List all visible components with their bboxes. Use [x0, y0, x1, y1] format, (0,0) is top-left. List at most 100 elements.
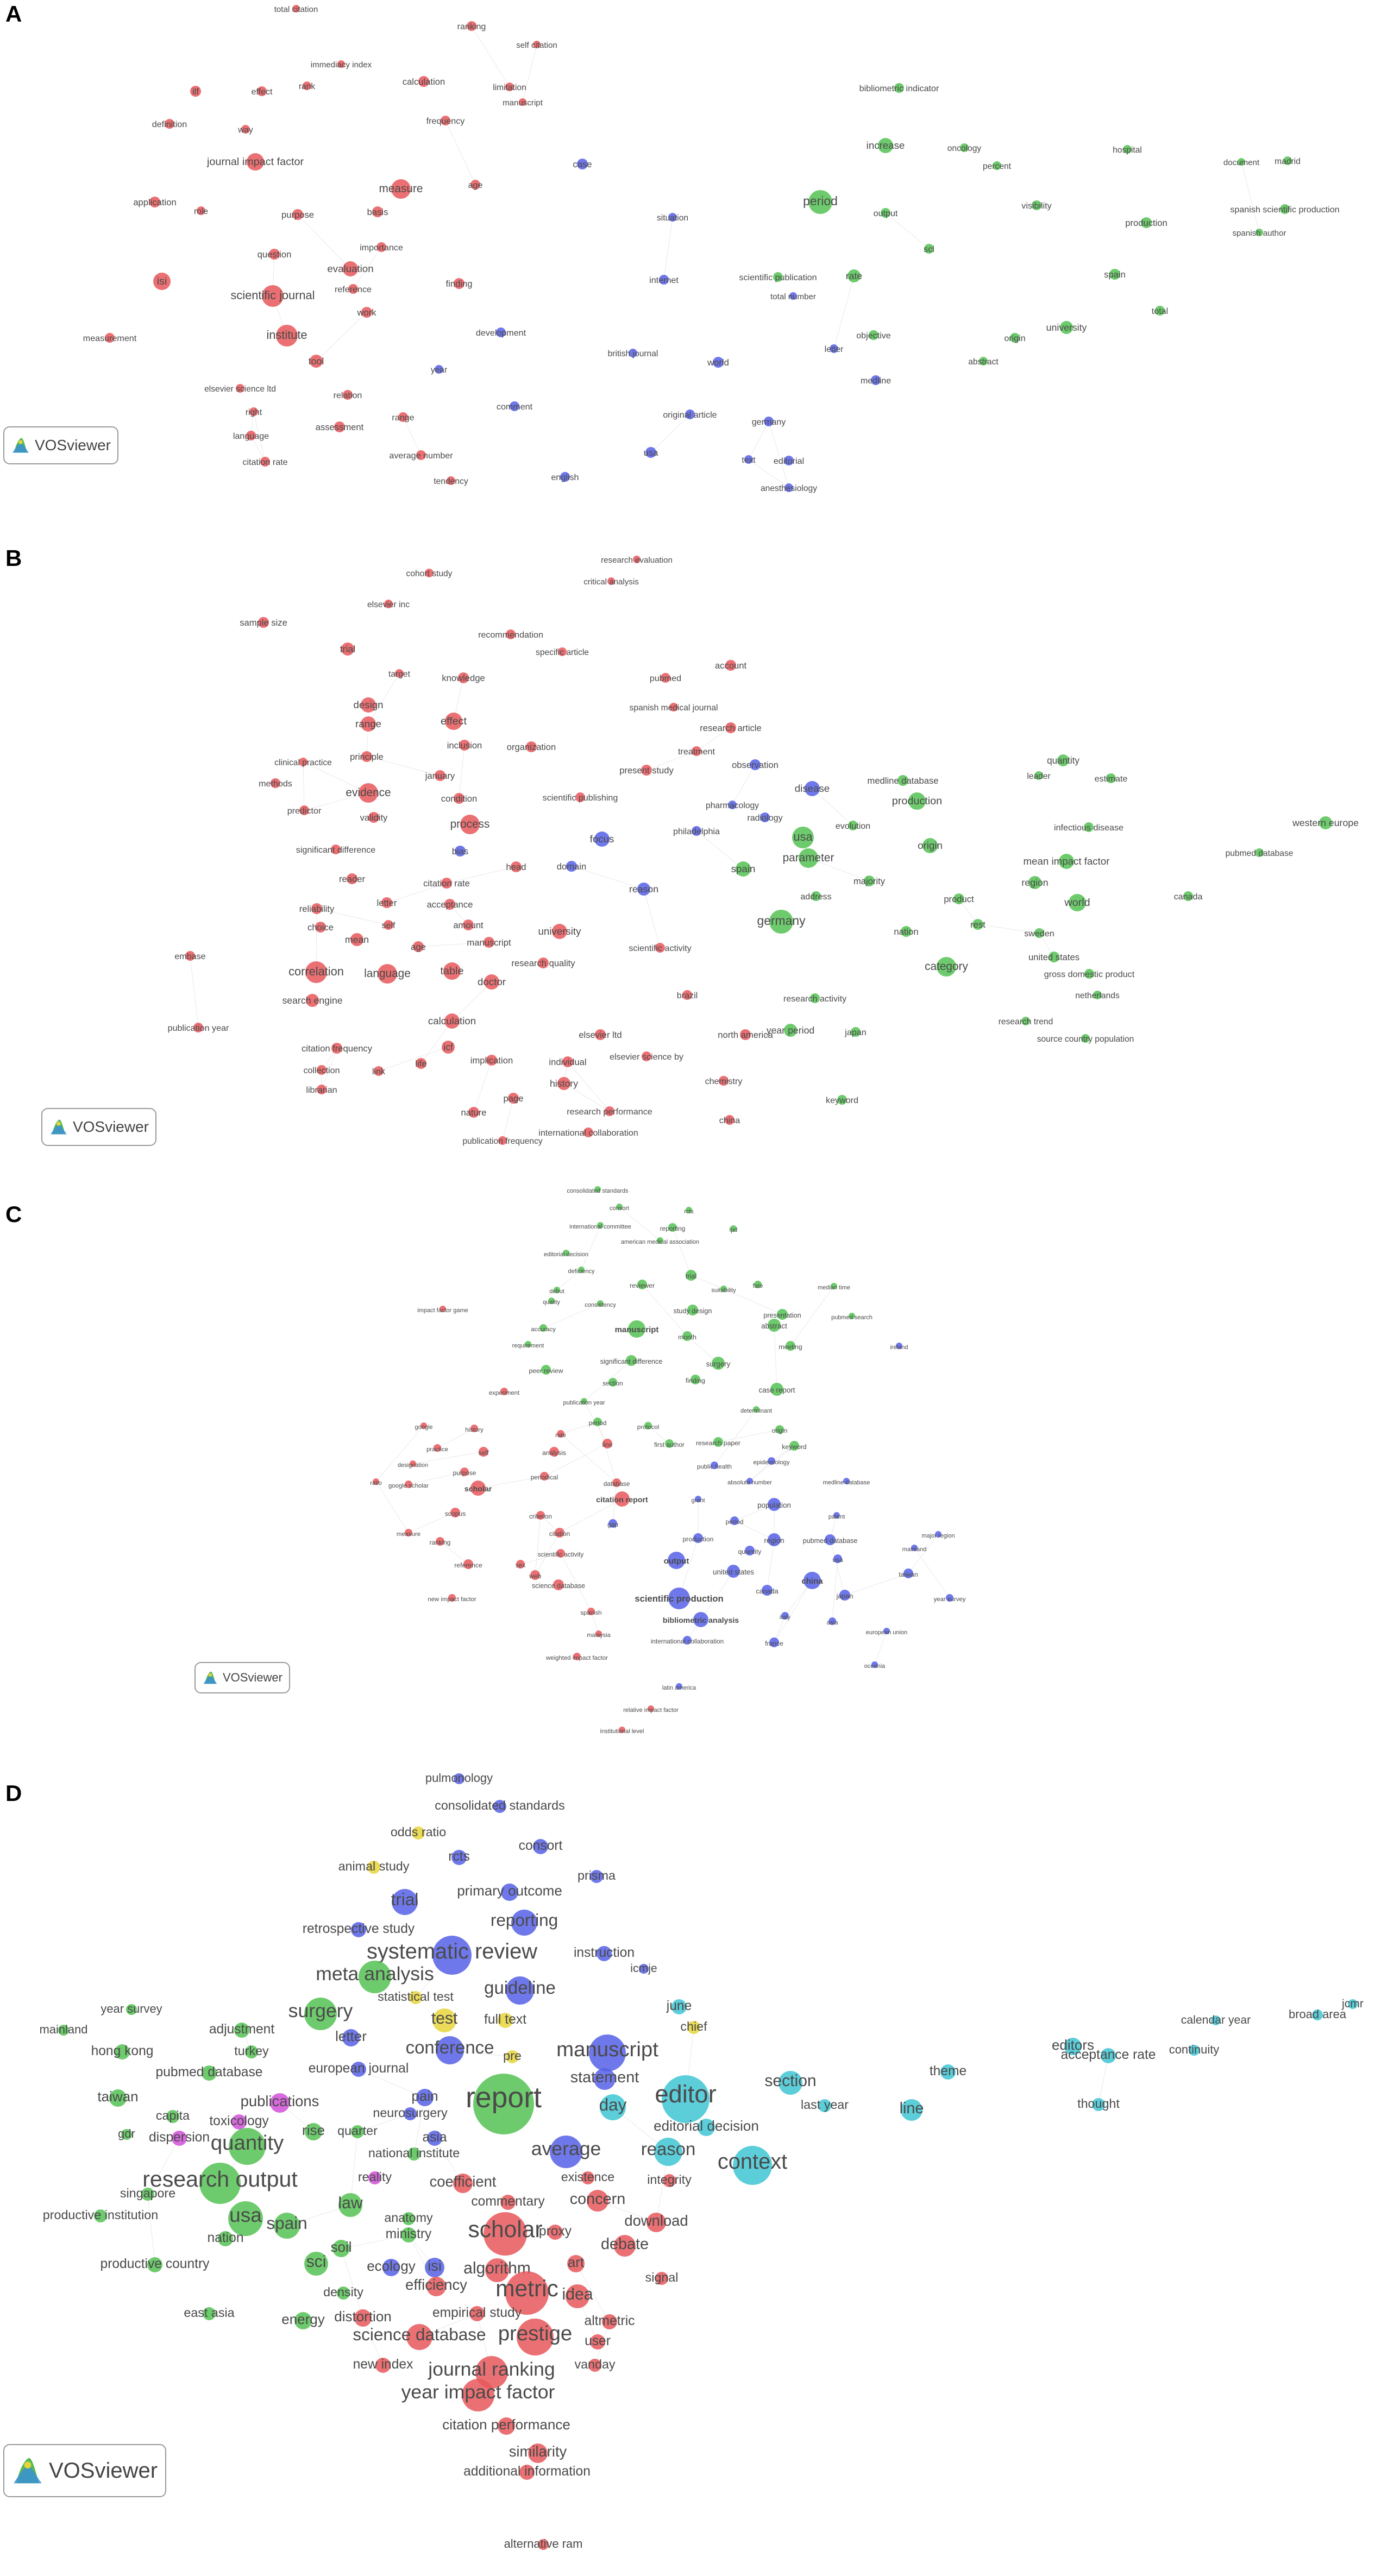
node-sci[interactable]: sci — [304, 2252, 328, 2276]
node-output[interactable]: output — [874, 208, 898, 218]
node-year[interactable]: year — [431, 365, 447, 375]
node-pre[interactable]: pre — [503, 2049, 522, 2063]
node-trial[interactable]: trial — [340, 643, 356, 656]
node-ratio[interactable]: ratio — [370, 1478, 382, 1487]
node-average[interactable]: average — [531, 2136, 601, 2168]
node-reason[interactable]: reason — [629, 883, 658, 896]
node-research-quality[interactable]: research quality — [511, 958, 575, 968]
node-history[interactable]: history — [550, 1077, 578, 1090]
node-netherlands[interactable]: netherlands — [1075, 991, 1120, 1000]
node-publication-year[interactable]: publication year — [563, 1398, 605, 1406]
node-period[interactable]: period — [589, 1418, 607, 1427]
node-full-text[interactable]: full text — [484, 2012, 526, 2028]
node-institutional-level[interactable]: institutional level — [600, 1727, 644, 1735]
node-rcts[interactable]: rcts — [448, 1849, 470, 1865]
node-madrid[interactable]: madrid — [1275, 156, 1301, 166]
node-debut[interactable]: debut — [549, 1287, 564, 1295]
node-definition[interactable]: definition — [152, 119, 187, 129]
node-acceptance[interactable]: acceptance — [427, 899, 473, 910]
node-evaluation[interactable]: evaluation — [327, 261, 374, 276]
node-debate[interactable]: debate — [601, 2235, 649, 2257]
node-individual[interactable]: individual — [549, 1056, 587, 1067]
node-existence[interactable]: existence — [561, 2170, 614, 2184]
node-citation-report[interactable]: citation report — [596, 1491, 648, 1507]
node-effect[interactable]: effect — [251, 86, 273, 97]
node-canada[interactable]: canada — [756, 1585, 779, 1596]
node-france[interactable]: france — [765, 1637, 783, 1647]
node-density[interactable]: density — [323, 2285, 363, 2300]
node-asia[interactable]: asia — [827, 1617, 839, 1626]
node-singapore[interactable]: singapore — [120, 2186, 175, 2201]
node-germany[interactable]: germany — [752, 417, 787, 427]
node-tool[interactable]: tool — [309, 355, 324, 368]
node-calculation[interactable]: calculation — [403, 76, 445, 87]
node-period[interactable]: period — [803, 190, 838, 214]
node-life[interactable]: life — [415, 1058, 427, 1069]
node-soil[interactable]: soil — [330, 2239, 352, 2257]
node-epidemiology[interactable]: epidemiology — [753, 1457, 790, 1466]
node-evolution[interactable]: evolution — [836, 821, 870, 831]
node-observation[interactable]: observation — [732, 759, 779, 770]
node-measurement[interactable]: measurement — [83, 333, 137, 343]
node-methods[interactable]: methods — [259, 778, 292, 789]
node-meta-analysis[interactable]: meta analysis — [316, 1961, 434, 1993]
node-spain[interactable]: spain — [266, 2213, 307, 2239]
node-china[interactable]: china — [719, 1115, 740, 1125]
node-broad-area[interactable]: broad area — [1289, 2007, 1347, 2021]
node-development[interactable]: development — [476, 327, 526, 338]
node-range[interactable]: range — [355, 716, 381, 732]
node-sample-size[interactable]: sample size — [240, 617, 287, 628]
node-jcmr[interactable]: jcmr — [1341, 1998, 1364, 2010]
node-page[interactable]: page — [504, 1093, 524, 1104]
node-grant[interactable]: grant — [691, 1496, 705, 1504]
node-science-database[interactable]: science database — [353, 2324, 486, 2350]
node-consolidated-standards[interactable]: consolidated standards — [435, 1798, 565, 1813]
node-medline-database[interactable]: medline database — [823, 1478, 870, 1486]
node-english[interactable]: english — [551, 472, 579, 482]
node-research-evaluation[interactable]: research evaluation — [601, 556, 673, 565]
node-google[interactable]: google — [415, 1422, 433, 1431]
node-last-year[interactable]: last year — [801, 2098, 849, 2112]
node-clinical-practice[interactable]: clinical practice — [274, 758, 332, 767]
node-total[interactable]: total — [1152, 306, 1168, 316]
node-scientific-publication[interactable]: scientific publication — [739, 272, 817, 282]
node-mainland[interactable]: mainland — [902, 1545, 927, 1553]
node-ireland[interactable]: ireland — [890, 1343, 908, 1351]
node-japan[interactable]: japan — [836, 1590, 853, 1601]
node-collection[interactable]: collection — [303, 1065, 340, 1075]
node-theme[interactable]: theme — [930, 2064, 966, 2080]
node-usa[interactable]: usa — [792, 827, 814, 848]
node-ranking[interactable]: ranking — [457, 21, 486, 32]
node-purpose[interactable]: purpose — [281, 209, 314, 220]
node-correlation[interactable]: correlation — [288, 961, 344, 983]
node-suitability[interactable]: suitability — [711, 1286, 736, 1294]
node-quantity[interactable]: quantity — [211, 2128, 284, 2165]
node-origin[interactable]: origin — [918, 838, 943, 853]
node-manuscript[interactable]: manuscript — [503, 98, 543, 108]
node-domain[interactable]: domain — [557, 861, 586, 872]
node-study-design[interactable]: study design — [674, 1305, 712, 1315]
node-parameter[interactable]: parameter — [783, 848, 834, 868]
node-percent[interactable]: percent — [983, 161, 1012, 171]
node-address[interactable]: address — [800, 891, 832, 902]
node-impact-factor-game[interactable]: impact factor game — [417, 1306, 468, 1314]
node-measure[interactable]: measure — [397, 1529, 420, 1538]
node-language[interactable]: language — [364, 964, 411, 984]
node-effect[interactable]: effect — [441, 713, 467, 730]
node-citation-frequency[interactable]: citation frequency — [302, 1043, 373, 1054]
node-world[interactable]: world — [707, 357, 729, 368]
node-trial[interactable]: trial — [391, 1889, 419, 1915]
node-day[interactable]: day — [599, 2094, 627, 2120]
node-letter[interactable]: letter — [377, 897, 397, 908]
node-consort[interactable]: consort — [519, 1838, 563, 1854]
node-proxy[interactable]: proxy — [539, 2224, 572, 2240]
node-primary-outcome[interactable]: primary outcome — [457, 1882, 562, 1901]
node-thought[interactable]: thought — [1077, 2096, 1120, 2111]
node-test[interactable]: test — [431, 2008, 458, 2032]
node-principle[interactable]: principle — [350, 751, 384, 762]
node-citation-rate[interactable]: citation rate — [423, 878, 470, 889]
node-focus[interactable]: focus — [590, 832, 614, 847]
node-world[interactable]: world — [1064, 894, 1090, 911]
node-tendency[interactable]: tendency — [434, 476, 468, 486]
node-ranking[interactable]: ranking — [430, 1537, 451, 1546]
